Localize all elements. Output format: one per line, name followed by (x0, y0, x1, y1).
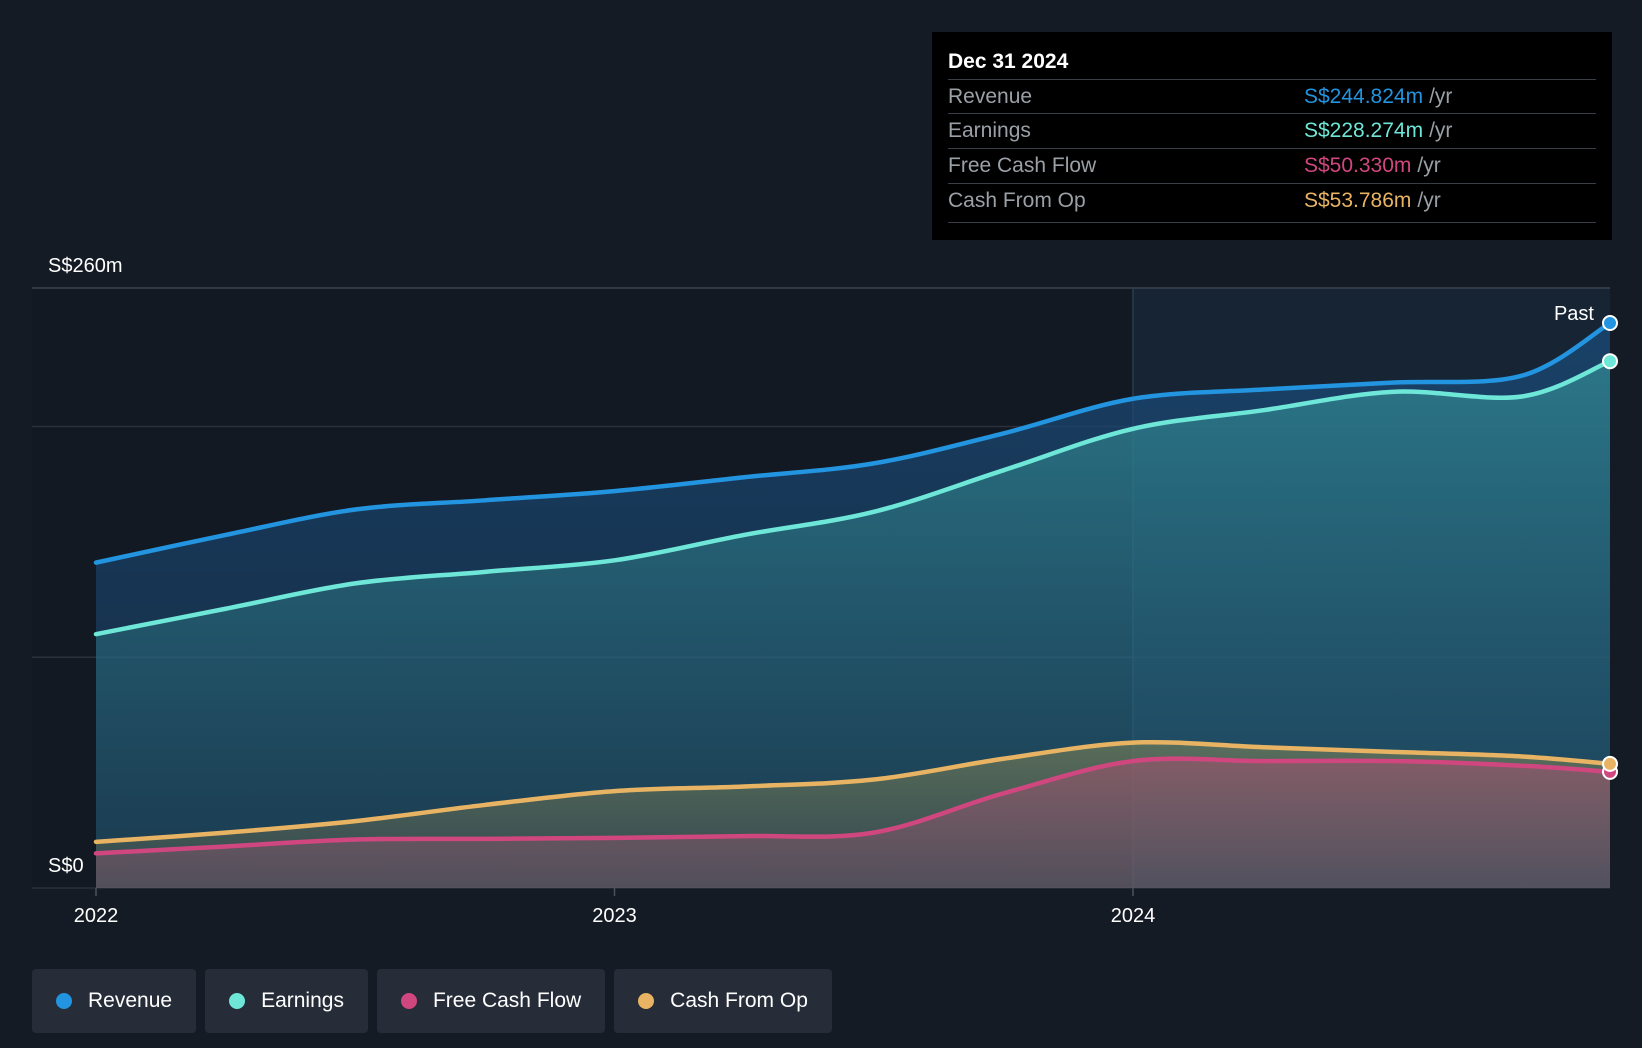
legend-label: Earnings (261, 989, 344, 1012)
legend-item-cash-from-op[interactable]: Cash From Op (614, 969, 832, 1033)
y-axis-max-label: S$260m (48, 255, 123, 277)
tooltip-unit: /yr (1429, 119, 1453, 142)
earnings-line (93, 358, 1613, 637)
tooltip-label: Free Cash Flow (948, 154, 1097, 177)
x-tick-label: 2022 (74, 905, 119, 927)
cash-from-op-endpoint (1602, 755, 1618, 772)
tooltip-value-text: S$244.824m (1304, 85, 1424, 108)
tooltip-value: S$50.330m/yr (1304, 154, 1441, 178)
tooltip-value: S$53.786m/yr (1304, 189, 1441, 213)
tooltip-row-cash-from-op: Cash From Op S$53.786m/yr (948, 183, 1596, 218)
revenue-line (93, 320, 1613, 565)
tooltip-value: S$244.824m/yr (1304, 85, 1452, 109)
tooltip-panel: Dec 31 2024 Revenue S$244.824m/yr Earnin… (932, 32, 1612, 240)
revenue-dot-icon (56, 993, 72, 1009)
tooltip-date: Dec 31 2024 (948, 50, 1069, 73)
y-axis-min-label: S$0 (48, 855, 84, 877)
tooltip-unit: /yr (1429, 85, 1453, 108)
legend: Revenue Earnings Free Cash Flow Cash Fro… (32, 969, 832, 1033)
free-cash-flow-dot-icon (400, 993, 417, 1009)
earnings-endpoint (1602, 353, 1618, 370)
x-tick-label: 2024 (1111, 905, 1156, 927)
cash-from-op-dot-icon (638, 993, 655, 1009)
revenue-endpoint (1602, 315, 1618, 332)
free-cash-flow-area (96, 758, 1610, 888)
legend-label: Cash From Op (670, 989, 808, 1012)
tooltip-value-text: S$228.274m (1304, 119, 1424, 142)
tooltip-row-revenue: Revenue S$244.824m/yr (948, 79, 1596, 114)
tooltip-label: Cash From Op (948, 189, 1086, 212)
legend-item-free-cash-flow[interactable]: Free Cash Flow (376, 969, 606, 1033)
cash-from-op-line (93, 739, 1613, 845)
tooltip-label: Earnings (948, 119, 1031, 142)
free-cash-flow-line (93, 756, 1613, 856)
tooltip-value: S$228.274m/yr (1304, 119, 1452, 143)
legend-item-earnings[interactable]: Earnings (205, 969, 368, 1033)
tooltip-row-earnings: Earnings S$228.274m/yr (948, 113, 1596, 148)
legend-item-revenue[interactable]: Revenue (32, 969, 197, 1033)
tooltip-unit: /yr (1417, 154, 1441, 177)
legend-label: Free Cash Flow (432, 989, 582, 1012)
tooltip-value-text: S$50.330m (1304, 154, 1412, 177)
tooltip-unit: /yr (1417, 189, 1441, 212)
tooltip-value-text: S$53.786m (1304, 189, 1412, 212)
x-tick-label: 2023 (592, 905, 637, 927)
tooltip-divider (948, 222, 1596, 223)
tooltip-row-free-cash-flow: Free Cash Flow S$50.330m/yr (948, 148, 1596, 183)
tooltip-label: Revenue (948, 85, 1033, 108)
past-label: Past (1554, 303, 1594, 325)
legend-label: Revenue (88, 989, 173, 1012)
earnings-dot-icon (229, 993, 246, 1009)
